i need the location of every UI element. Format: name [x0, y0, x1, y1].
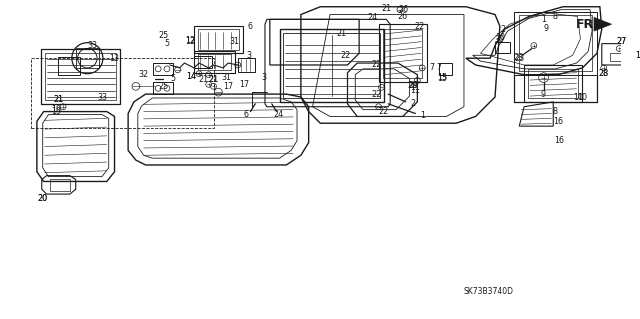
Text: 33: 33	[98, 93, 108, 102]
Bar	[519, 16, 592, 71]
Bar	[439, 63, 452, 75]
Text: 11: 11	[410, 83, 420, 92]
Text: 5: 5	[164, 39, 170, 48]
Text: 14: 14	[186, 72, 196, 81]
Text: 22: 22	[340, 51, 351, 60]
Text: 24: 24	[367, 13, 378, 22]
Bar	[41, 49, 120, 104]
Text: 32: 32	[139, 70, 148, 79]
Text: 8: 8	[553, 12, 557, 21]
Text: 8: 8	[553, 107, 557, 116]
Text: 3: 3	[262, 73, 266, 82]
Text: 14: 14	[186, 72, 196, 81]
Bar	[194, 26, 243, 53]
Text: 21: 21	[381, 4, 392, 13]
Bar	[524, 65, 582, 102]
Text: 21: 21	[337, 29, 347, 38]
Text: 7: 7	[436, 63, 442, 72]
Text: 12: 12	[185, 37, 195, 46]
Text: 20: 20	[38, 195, 48, 204]
Text: 21: 21	[53, 95, 63, 104]
Text: 9: 9	[544, 24, 549, 33]
Text: 13: 13	[109, 54, 120, 63]
Bar	[198, 29, 239, 50]
Text: SK73B3740D: SK73B3740D	[464, 287, 514, 296]
Text: 6: 6	[248, 22, 253, 31]
Text: 19: 19	[51, 107, 61, 116]
Text: 2: 2	[410, 99, 415, 108]
Text: 9: 9	[541, 90, 546, 99]
Text: 33: 33	[87, 41, 97, 50]
Text: 17: 17	[223, 82, 233, 91]
Text: 1: 1	[420, 111, 425, 120]
Text: 27: 27	[616, 37, 627, 46]
Text: 24: 24	[273, 110, 284, 119]
Bar	[154, 63, 173, 75]
Text: 12: 12	[185, 36, 195, 45]
Text: 31: 31	[230, 37, 240, 46]
Text: 18: 18	[636, 51, 640, 60]
Text: 15: 15	[438, 73, 447, 82]
Text: 5: 5	[170, 74, 175, 83]
Text: 28: 28	[598, 69, 609, 78]
Text: 25: 25	[158, 82, 168, 91]
Text: 7: 7	[429, 63, 435, 72]
Bar	[515, 11, 597, 75]
Text: 21: 21	[199, 75, 209, 84]
Bar	[45, 53, 116, 100]
Bar	[51, 179, 70, 191]
Text: 30: 30	[495, 35, 505, 44]
Text: 29: 29	[408, 81, 418, 90]
Text: 20: 20	[38, 195, 48, 204]
Text: 16: 16	[554, 136, 564, 145]
Text: 28: 28	[598, 69, 609, 78]
Bar	[528, 69, 579, 98]
Text: 27: 27	[616, 37, 627, 46]
Bar	[609, 53, 621, 61]
Bar	[194, 56, 212, 68]
Polygon shape	[594, 18, 611, 31]
Text: 22: 22	[371, 61, 381, 70]
Text: 26: 26	[399, 5, 409, 14]
Bar	[194, 51, 235, 73]
Text: 21: 21	[53, 95, 63, 104]
Text: 22: 22	[378, 107, 388, 116]
Bar	[76, 48, 99, 68]
Text: 1: 1	[541, 15, 546, 24]
Bar	[495, 42, 509, 53]
Bar	[58, 57, 79, 75]
Text: 16: 16	[553, 117, 563, 126]
Text: 18: 18	[636, 51, 640, 60]
Bar	[284, 33, 381, 98]
Text: 15: 15	[438, 74, 447, 83]
Text: 29: 29	[408, 81, 419, 90]
Text: 31: 31	[221, 73, 231, 82]
Text: 25: 25	[158, 31, 168, 41]
Text: 26: 26	[397, 12, 408, 21]
Bar	[154, 82, 173, 94]
Text: 2: 2	[500, 25, 506, 33]
Text: 23: 23	[513, 53, 524, 62]
Text: 23: 23	[514, 54, 524, 63]
Text: 21: 21	[209, 75, 219, 84]
Text: 21: 21	[209, 75, 219, 84]
Bar	[198, 54, 231, 70]
Text: 6: 6	[243, 110, 248, 119]
Text: 10: 10	[577, 93, 588, 101]
Text: 17: 17	[239, 80, 250, 89]
Bar	[280, 29, 385, 102]
Bar	[238, 58, 255, 72]
Text: 11: 11	[410, 86, 420, 95]
Text: 3: 3	[246, 51, 251, 60]
Text: 22: 22	[414, 22, 424, 31]
Text: 30: 30	[496, 33, 506, 42]
Text: 22: 22	[371, 90, 381, 99]
Text: FR.: FR.	[575, 18, 598, 31]
Text: 19: 19	[51, 105, 61, 114]
Text: 10: 10	[573, 93, 584, 101]
